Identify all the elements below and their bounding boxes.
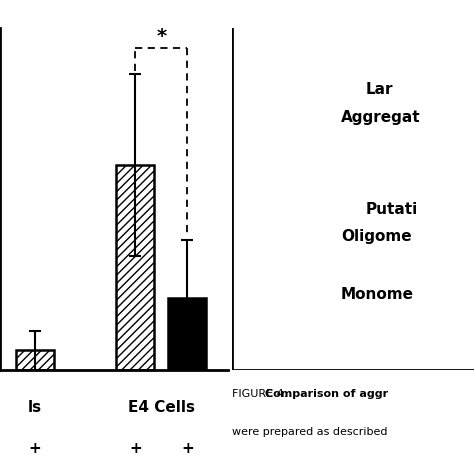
Text: were prepared as described: were prepared as described <box>232 427 388 437</box>
Text: +: + <box>29 441 41 456</box>
Text: +: + <box>181 441 194 456</box>
Bar <box>16 350 54 370</box>
Text: Oligome: Oligome <box>341 229 411 244</box>
Text: Putati: Putati <box>365 202 418 217</box>
Text: Comparison of aggr: Comparison of aggr <box>265 389 389 399</box>
Text: Lar: Lar <box>365 82 393 97</box>
Text: Monome: Monome <box>341 287 414 302</box>
Bar <box>168 298 207 370</box>
Text: FIGURE 4.: FIGURE 4. <box>232 389 291 399</box>
Text: E4 Cells: E4 Cells <box>128 401 195 415</box>
Text: +: + <box>129 441 142 456</box>
Bar <box>116 165 155 370</box>
Text: ls: ls <box>28 401 42 415</box>
Text: *: * <box>156 27 166 46</box>
Text: Aggregat: Aggregat <box>341 109 420 125</box>
